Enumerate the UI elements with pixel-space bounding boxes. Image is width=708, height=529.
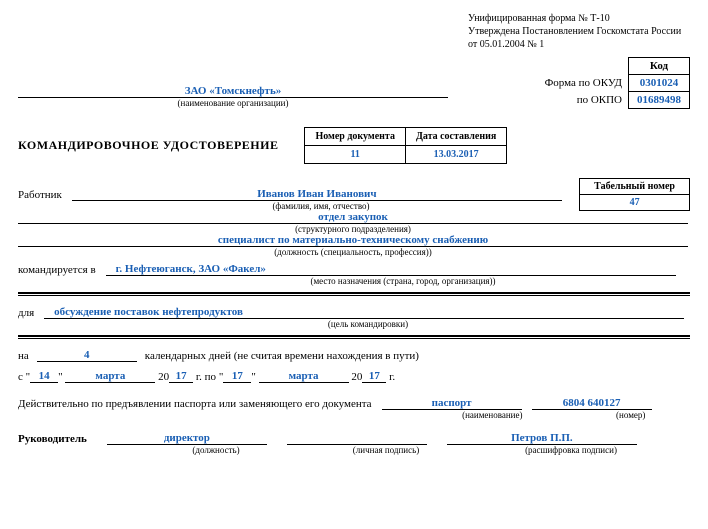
position-sublabel: (должность (специальность, профессия)) — [18, 247, 688, 257]
chief-pos-sub: (должность) — [136, 445, 296, 455]
docname-sublabel: (наименование) — [423, 410, 561, 420]
purpose-label: для — [18, 307, 34, 319]
tabel-box: Табельный номер 47 — [579, 178, 690, 211]
y2c: 20 — [351, 371, 362, 383]
employee-fio: Иванов Иван Иванович — [257, 188, 376, 200]
okud-label: Форма по ОКУД — [537, 75, 629, 92]
dept-sublabel: (структурного подразделения) — [18, 224, 688, 234]
passport-label: Действительно по предъявлении паспорта и… — [18, 398, 372, 410]
m1: марта — [95, 370, 125, 382]
y2: 17 — [369, 370, 380, 382]
destination-sublabel: (место назначения (страна, город, органи… — [118, 276, 688, 286]
okpo-value: 01689498 — [629, 92, 690, 109]
days-value: 4 — [84, 349, 90, 361]
form-header: Унифицированная форма № Т-10 Утверждена … — [468, 12, 690, 51]
thick-divider-2 — [18, 335, 690, 339]
kod-header: Код — [629, 58, 690, 75]
header-line2: Утверждена Постановлением Госкомстата Ро… — [468, 25, 690, 38]
days-label: календарных дней (не считая времени нахо… — [145, 350, 419, 362]
codes-block: Код Форма по ОКУД0301024 по ОКПО01689498 — [537, 57, 690, 109]
g2: г. — [389, 371, 395, 383]
employee-position: специалист по материально-техническому с… — [218, 234, 488, 246]
chief-name: Петров П.П. — [511, 432, 573, 444]
chief-name-sub: (расшифровка подписи) — [476, 445, 666, 455]
chief-block: Руководитель директор Петров П.П. (должн… — [18, 432, 690, 455]
tabel-label: Табельный номер — [580, 179, 690, 195]
m2: марта — [289, 370, 319, 382]
org-name: ЗАО «Томскнефть» — [185, 85, 282, 97]
doc-date: 13.03.2017 — [405, 146, 506, 164]
passport-block: Действительно по предъявлении паспорта и… — [18, 397, 690, 420]
d1: 14 — [39, 370, 50, 382]
doc-num: 11 — [305, 146, 406, 164]
chief-position: директор — [164, 432, 210, 444]
header-line1: Унифицированная форма № Т-10 — [468, 12, 690, 25]
chief-label: Руководитель — [18, 433, 87, 445]
destination-label: командируется в — [18, 264, 96, 276]
docnum-sublabel: (номер) — [571, 410, 690, 420]
okud-value: 0301024 — [629, 75, 690, 92]
passport-docnum: 6804 640127 — [563, 397, 621, 409]
org-sublabel: (наименование организации) — [18, 98, 448, 108]
na-label: на — [18, 350, 29, 362]
doc-date-label: Дата составления — [405, 128, 506, 146]
doc-info-table: Номер документа Дата составления 11 13.0… — [304, 127, 507, 164]
document-title: КОМАНДИРОВОЧНОЕ УДОСТОВЕРЕНИЕ — [18, 138, 278, 153]
chief-sign-sub: (личная подпись) — [316, 445, 456, 455]
to-label: по — [205, 371, 216, 383]
y1: 17 — [176, 370, 187, 382]
d2: 17 — [232, 370, 243, 382]
destination-value: г. Нефтеюганск, ЗАО «Факел» — [116, 263, 266, 275]
y1c: 20 — [158, 371, 169, 383]
passport-docname: паспорт — [432, 397, 472, 409]
purpose-sublabel: (цель командировки) — [48, 319, 688, 329]
duration-block: на 4 календарных дней (не считая времени… — [18, 349, 690, 383]
header-line3: от 05.01.2004 № 1 — [468, 38, 690, 51]
employee-dept: отдел закупок — [318, 211, 388, 223]
doc-num-label: Номер документа — [305, 128, 406, 146]
destination-block: командируется в г. Нефтеюганск, ЗАО «Фак… — [18, 263, 690, 286]
purpose-block: для обсуждение поставок нефтепродуктов (… — [18, 306, 690, 329]
purpose-value: обсуждение поставок нефтепродуктов — [54, 306, 243, 318]
fio-sublabel: (фамилия, имя, отчество) — [76, 201, 566, 211]
thick-divider-1 — [18, 292, 690, 296]
title-row: КОМАНДИРОВОЧНОЕ УДОСТОВЕРЕНИЕ Номер доку… — [18, 127, 690, 164]
employee-label: Работник — [18, 189, 62, 201]
okpo-label: по ОКПО — [537, 92, 629, 109]
tabel-value: 47 — [580, 195, 690, 211]
